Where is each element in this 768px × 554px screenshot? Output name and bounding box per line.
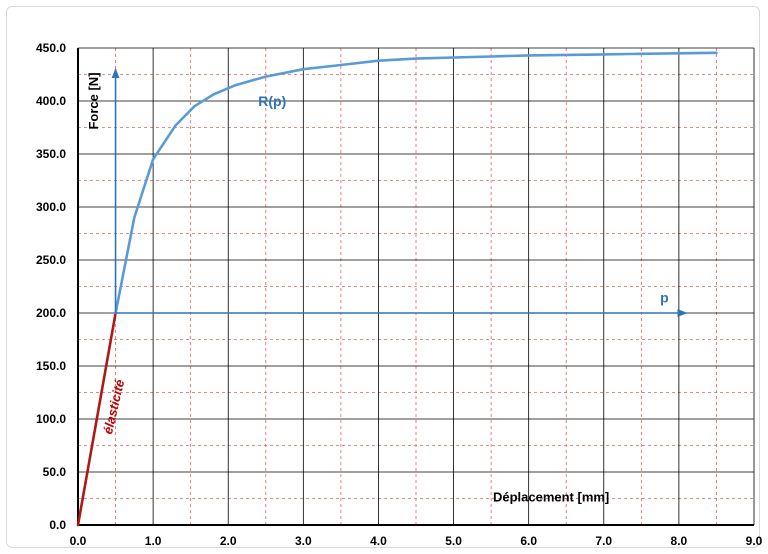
series-line-r-p (114, 51, 718, 315)
annotation-arrows (111, 68, 688, 317)
x-tick-label: 4.0 (370, 534, 387, 548)
x-tick-label: 6.0 (520, 534, 537, 548)
grid (78, 47, 755, 525)
y-axis-title: Force [N] (86, 72, 101, 129)
x-tick-label: 8.0 (671, 534, 688, 548)
series-lines (76, 51, 718, 527)
annotation-elasticite: élasticité (100, 378, 127, 436)
annotation-r-p: R(p) (258, 93, 286, 109)
y-tick-label: 250.0 (36, 253, 66, 267)
annotation-p: p (660, 289, 669, 305)
y-tick-label: 0.0 (49, 518, 66, 532)
x-tick-label: 9.0 (746, 534, 763, 548)
y-tick-label: 400.0 (36, 94, 66, 108)
y-tick-label: 350.0 (36, 147, 66, 161)
y-tick-label: 450.0 (36, 41, 66, 55)
y-tick-label: 100.0 (36, 412, 66, 426)
x-tick-label: 1.0 (145, 534, 162, 548)
chart-frame (6, 6, 760, 548)
series-line-elasticite (76, 311, 117, 527)
y-tick-label: 200.0 (36, 306, 66, 320)
y-tick-label: 50.0 (43, 465, 67, 479)
y-tick-label: 150.0 (36, 359, 66, 373)
x-axis-title: Déplacement [mm] (493, 490, 609, 505)
x-tick-label: 5.0 (445, 534, 462, 548)
x-tick-label: 3.0 (295, 534, 312, 548)
axis-labels: Force [N] Déplacement [mm] R(p) p élasti… (86, 72, 669, 504)
x-tick-label: 2.0 (220, 534, 237, 548)
y-tick-label: 300.0 (36, 200, 66, 214)
axes: 0.0 1.0 2.0 3.0 4.0 5.0 6.0 7.0 8.0 9.0 0.0 50.0 100… (36, 41, 763, 548)
x-tick-label: 0.0 (70, 534, 87, 548)
x-tick-label: 7.0 (595, 534, 612, 548)
